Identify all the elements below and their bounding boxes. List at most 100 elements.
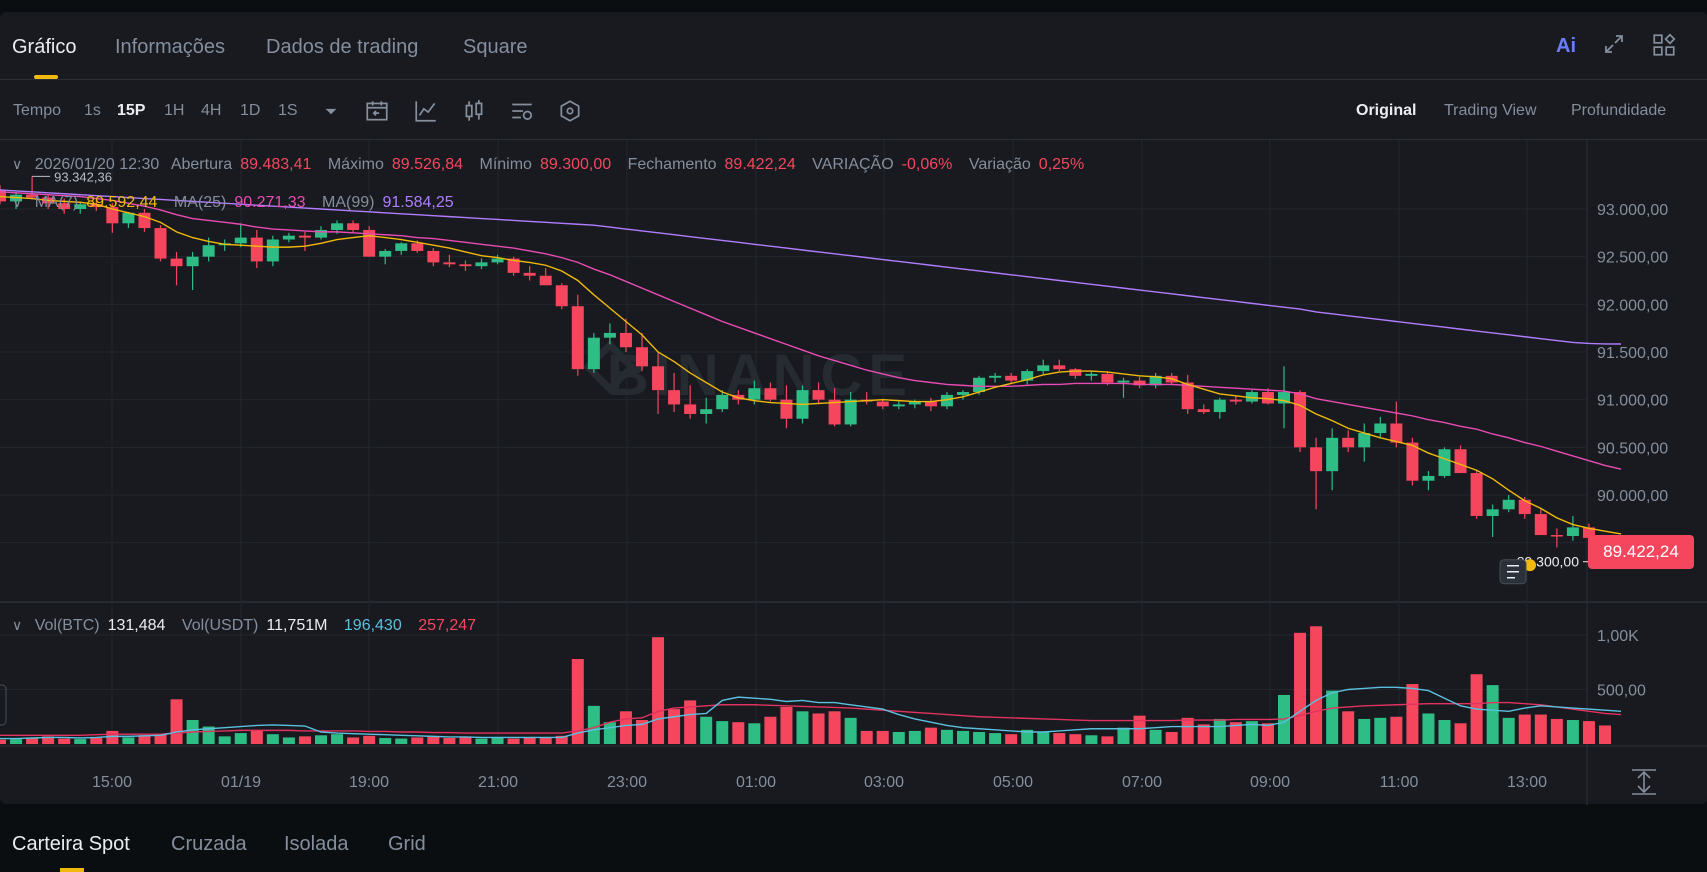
price-tick-label: 92.000,00: [1597, 297, 1668, 314]
active-tab-indicator: [60, 868, 84, 872]
volume-bar: [603, 722, 616, 744]
volume-bar: [138, 735, 151, 744]
tab-carteira-spot[interactable]: Carteira Spot: [12, 833, 130, 855]
candle-body: [170, 258, 183, 267]
ma99-label: MA(99): [322, 194, 375, 211]
candle-body: [90, 204, 103, 208]
close-value: 89.422,24: [724, 156, 796, 173]
indicators-icon[interactable]: [413, 98, 439, 124]
candle-body: [347, 223, 360, 230]
vol-usdt-value: 11,751M: [266, 617, 328, 634]
candle-body: [700, 409, 713, 414]
candle-body: [684, 404, 697, 414]
candle-body: [876, 401, 889, 407]
time-tick-label: 11:00: [1380, 774, 1419, 791]
candle-body: [957, 392, 969, 395]
interval-1s[interactable]: 1s: [84, 102, 101, 119]
candle-body: [1245, 392, 1258, 402]
live-price-dot: [1524, 559, 1536, 572]
volume-bar: [1245, 721, 1258, 744]
volume-bar: [924, 727, 937, 744]
time-tick-label: 21:00: [478, 774, 518, 791]
chevron-down-icon[interactable]: [318, 98, 344, 124]
ma25-line: [0, 191, 1622, 470]
volume-bar: [459, 737, 472, 744]
interval-1h[interactable]: 1H: [164, 102, 185, 119]
interval-15p[interactable]: 15P: [117, 102, 146, 119]
candle-body: [507, 258, 520, 273]
volume-bar: [250, 730, 263, 744]
tab-dados-de-trading[interactable]: Dados de trading: [266, 36, 419, 58]
volume-bar: [1213, 718, 1226, 744]
tab-cruzada[interactable]: Cruzada: [171, 833, 247, 855]
candle-body: [1470, 473, 1483, 516]
volume-bar: [234, 733, 247, 744]
chevron-down-icon[interactable]: ∨: [12, 194, 23, 210]
volume-bar: [1149, 729, 1162, 744]
change-value: -0,06%: [901, 156, 953, 173]
candle-body: [587, 337, 600, 370]
volume-bar: [1550, 718, 1563, 744]
candlestick-chart[interactable]: 93.000,00 92.500,00 92.000,00 91.500,00 91.0…: [0, 140, 1707, 805]
candle-body: [266, 239, 279, 262]
view-original[interactable]: Original: [1356, 102, 1417, 119]
candle-body: [1582, 527, 1595, 538]
ai-icon[interactable]: Ai: [1556, 35, 1576, 57]
volume-bar: [106, 730, 119, 744]
interval-1d[interactable]: 1D: [240, 102, 261, 119]
volume-bar: [315, 735, 327, 744]
tab-square[interactable]: Square: [463, 36, 528, 58]
interval-1s-week[interactable]: 1S: [278, 102, 298, 119]
open-value: 89.483,41: [240, 156, 312, 173]
open-label: Abertura: [170, 156, 233, 173]
view-trading-view[interactable]: Trading View: [1444, 102, 1537, 119]
candle-body: [1534, 514, 1547, 536]
high-label: Máximo: [327, 156, 384, 173]
volume-bar: [716, 721, 729, 744]
candle-body: [1550, 535, 1563, 537]
volume-bar: [331, 734, 344, 744]
volume-bar: [122, 737, 135, 744]
expand-icon[interactable]: [1600, 32, 1628, 60]
tab-informacoes[interactable]: Informações: [115, 36, 226, 58]
ma7-line: [0, 195, 1622, 535]
candle-body: [379, 250, 392, 257]
active-tab-indicator: [34, 75, 58, 79]
time-tick-label: 09:00: [1250, 774, 1290, 791]
layout-grid-icon[interactable]: [1650, 32, 1678, 60]
candle-body: [539, 275, 552, 286]
time-tick-label: 23:00: [607, 774, 647, 791]
tab-grafico[interactable]: Gráfico: [12, 36, 77, 58]
current-price-tag: 89.422,24: [1588, 535, 1694, 569]
candle-body: [636, 347, 648, 367]
volume-bar: [1342, 711, 1355, 744]
chevron-down-icon[interactable]: ∨: [12, 617, 23, 633]
tab-isolada[interactable]: Isolada: [284, 833, 349, 855]
volume-bar: [1390, 716, 1403, 744]
candle-body: [1374, 423, 1387, 434]
volume-bar: [1069, 734, 1082, 744]
volume-bar: [619, 711, 632, 744]
hexagon-icon[interactable]: [557, 98, 583, 124]
candle-body: [475, 262, 488, 267]
chevron-down-icon[interactable]: ∨: [12, 156, 23, 172]
volume-bar: [1374, 717, 1387, 744]
candle-body: [1390, 423, 1403, 443]
tab-grid[interactable]: Grid: [388, 833, 426, 855]
volume-bar: [170, 699, 183, 744]
interval-4h[interactable]: 4H: [201, 102, 222, 119]
candle-body: [491, 258, 504, 263]
settings-icon[interactable]: [509, 98, 535, 124]
volume-bar: [90, 738, 103, 744]
candle-type-icon[interactable]: [461, 98, 487, 124]
time-tick-label: 01:00: [736, 774, 776, 791]
ohlc-legend: ∨ 2026/01/20 12:30 Abertura 89.483,41 Máx…: [12, 156, 1096, 174]
top-strip: [0, 0, 1707, 12]
chart-toolbar: Tempo 1s 15P 1H 4H 1D 1S Original Tradin…: [0, 80, 1707, 140]
candle-body: [1566, 527, 1579, 536]
volume-bar: [1117, 727, 1130, 744]
replay-icon[interactable]: [364, 98, 390, 124]
vol-ma2-value: 257,247: [418, 617, 477, 634]
ma25-value: 90.271,33: [234, 194, 306, 211]
view-profundidade[interactable]: Profundidade: [1571, 102, 1667, 119]
